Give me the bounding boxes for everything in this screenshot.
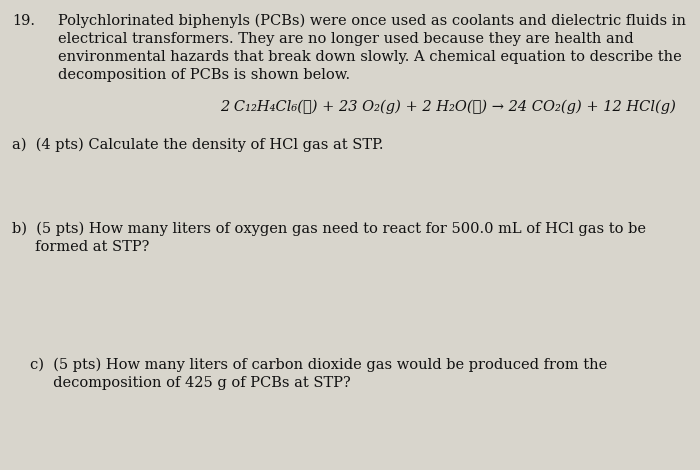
Text: a)  (4 pts) Calculate the density of HCl gas at STP.: a) (4 pts) Calculate the density of HCl … xyxy=(12,138,384,152)
Text: b)  (5 pts) How many liters of oxygen gas need to react for 500.0 mL of HCl gas : b) (5 pts) How many liters of oxygen gas… xyxy=(12,222,646,236)
Text: Polychlorinated biphenyls (PCBs) were once used as coolants and dielectric fluid: Polychlorinated biphenyls (PCBs) were on… xyxy=(58,14,686,28)
Text: c)  (5 pts) How many liters of carbon dioxide gas would be produced from the: c) (5 pts) How many liters of carbon dio… xyxy=(30,358,608,372)
Text: 2 C₁₂H₄Cl₆(ℓ) + 23 O₂(g) + 2 H₂O(ℓ) → 24 CO₂(g) + 12 HCl(g): 2 C₁₂H₄Cl₆(ℓ) + 23 O₂(g) + 2 H₂O(ℓ) → 24… xyxy=(220,100,676,114)
Text: formed at STP?: formed at STP? xyxy=(12,240,149,254)
Text: environmental hazards that break down slowly. A chemical equation to describe th: environmental hazards that break down sl… xyxy=(58,50,682,64)
Text: decomposition of 425 g of PCBs at STP?: decomposition of 425 g of PCBs at STP? xyxy=(30,376,351,390)
Text: 19.: 19. xyxy=(12,14,35,28)
Text: electrical transformers. They are no longer used because they are health and: electrical transformers. They are no lon… xyxy=(58,32,634,46)
Text: decomposition of PCBs is shown below.: decomposition of PCBs is shown below. xyxy=(58,68,350,82)
